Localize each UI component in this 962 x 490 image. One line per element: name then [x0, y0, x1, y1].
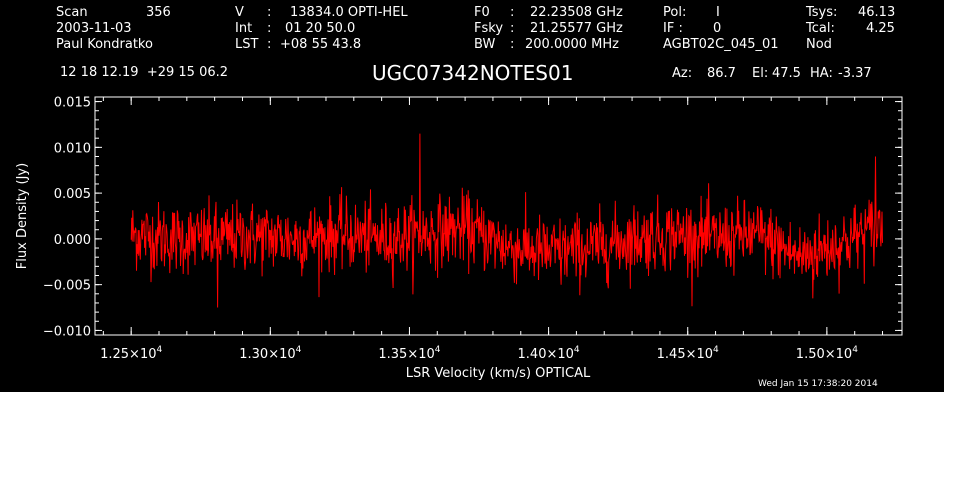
v-value: 13834.0 OPTI-HEL	[290, 5, 408, 20]
source-coords: 12 18 12.19 +29 15 06.2	[60, 65, 229, 80]
el-value: 47.5	[772, 66, 801, 81]
bw-value: 200.0000 MHz	[525, 37, 619, 52]
x-tick-label: 1.45×104	[657, 345, 719, 362]
y-tick-label: 0.010	[54, 141, 91, 156]
y-axis-label: Flux Density (Jy)	[15, 163, 30, 269]
int-value: 01 20 50.0	[285, 21, 356, 36]
pol-label: Pol:	[663, 5, 687, 20]
tsys-label: Tsys:	[806, 5, 838, 20]
y-tick-label: 0.005	[54, 187, 91, 202]
plot-frame	[94, 96, 903, 336]
plot-panel: Scan 356 2003-11-03 Paul Kondratko V : 1…	[0, 0, 944, 392]
timestamp: Wed Jan 15 17:38:20 2014	[758, 379, 878, 389]
bw-label: BW	[474, 37, 496, 52]
el-label: El:	[752, 66, 769, 81]
v-label: V	[235, 5, 244, 20]
ha-label: HA:	[810, 66, 833, 81]
spectrum-series-line	[130, 133, 883, 308]
x-tick-label: 1.30×104	[239, 345, 301, 362]
observer: Paul Kondratko	[56, 37, 153, 52]
y-tick-label: −0.005	[43, 279, 91, 294]
tcal-value: 4.25	[866, 21, 895, 36]
x-axis-label: LSR Velocity (km/s) OPTICAL	[406, 366, 591, 381]
ha-value: -3.37	[838, 66, 872, 81]
az-value: 86.7	[707, 66, 736, 81]
f0-label: F0	[474, 5, 490, 20]
y-tick-label: 0.015	[54, 96, 91, 111]
lst-sep: :	[267, 37, 272, 52]
obs-date: 2003-11-03	[56, 21, 132, 36]
fsky-sep: :	[510, 21, 515, 36]
f0-sep: :	[510, 5, 515, 20]
x-tick-label: 1.35×104	[378, 345, 440, 362]
int-sep: :	[267, 21, 272, 36]
x-tick-label: 1.25×104	[100, 345, 162, 362]
scan-value: 356	[146, 5, 171, 20]
y-tick-label: 0.000	[54, 233, 91, 248]
lst-value: +08 55 43.8	[280, 37, 362, 52]
pol-value: I	[716, 5, 720, 20]
y-tick-label: −0.010	[43, 324, 91, 339]
if-value: 0	[713, 21, 722, 36]
chart-title: UGC07342NOTES01	[372, 61, 574, 85]
v-sep: :	[267, 5, 272, 20]
fsky-value: 21.25577 GHz	[530, 21, 623, 36]
spectrum-chart: 0.015 0.010 0.005 0.000 −0.005 −0.010 1.25×104…	[15, 96, 903, 381]
obs-mode: Nod	[806, 37, 832, 52]
x-tick-label: 1.50×104	[796, 345, 858, 362]
f0-value: 22.23508 GHz	[530, 5, 623, 20]
lst-label: LST	[235, 37, 259, 52]
scan-label: Scan	[56, 5, 88, 20]
int-label: Int	[235, 21, 253, 36]
bw-sep: :	[510, 37, 515, 52]
project-code: AGBT02C_045_01	[663, 37, 779, 52]
if-label: IF :	[663, 21, 683, 36]
tcal-label: Tcal:	[806, 21, 835, 36]
fsky-label: Fsky	[474, 21, 504, 36]
az-label: Az:	[672, 66, 693, 81]
x-tick-label: 1.40×104	[518, 345, 580, 362]
tsys-value: 46.13	[858, 5, 896, 20]
